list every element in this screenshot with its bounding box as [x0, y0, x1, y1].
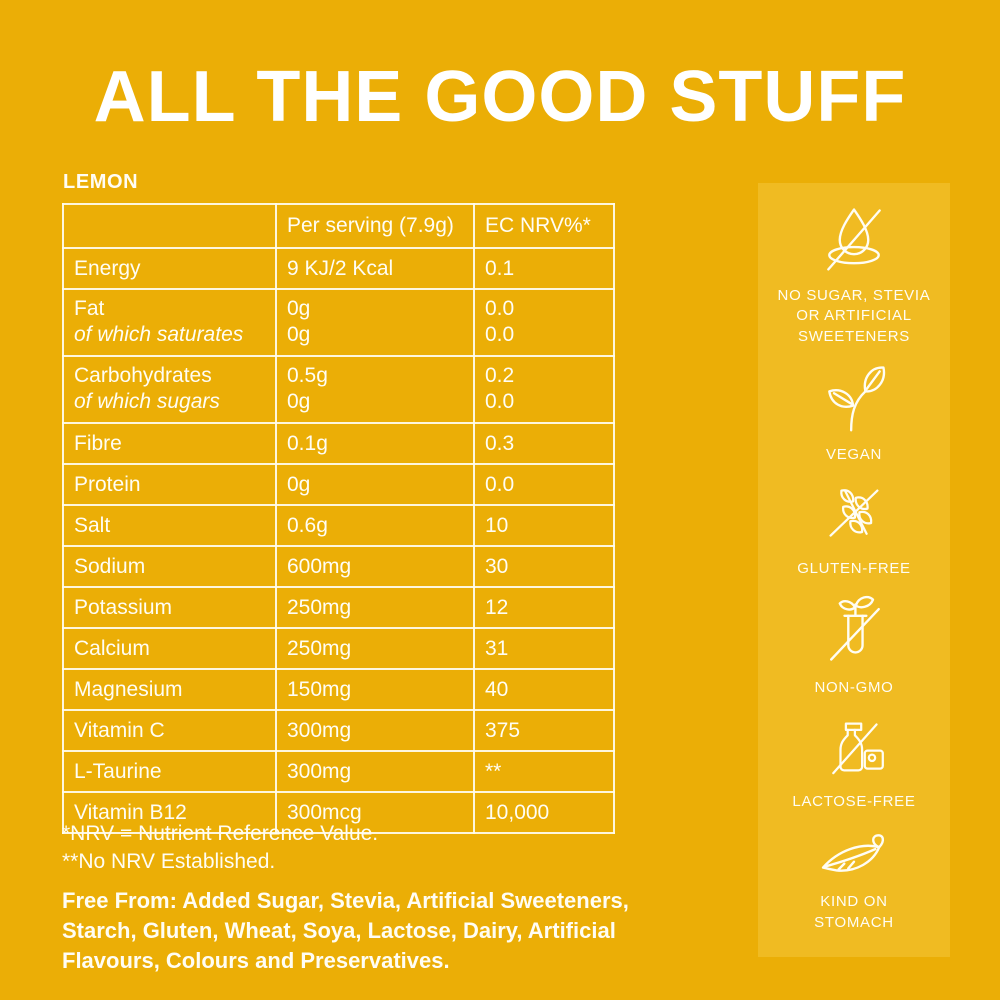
- nutrient-nrv: 0.0 0.0: [473, 288, 615, 357]
- nutrient-name-sub: of which sugars: [74, 390, 220, 413]
- gluten-free-icon: [829, 489, 879, 538]
- table-row: L-Taurine 300mg **: [62, 750, 615, 793]
- header-blank: [62, 203, 277, 249]
- nutrient-name: Magnesium: [62, 668, 277, 711]
- non-gmo-icon: [830, 595, 880, 661]
- nutrient-nrv: 0.0: [473, 463, 615, 506]
- nutrient-nrv: 30: [473, 545, 615, 588]
- nutrient-name: Protein: [62, 463, 277, 506]
- nutrient-serving: 250mg: [275, 627, 475, 670]
- nutrient-name: Fat of which saturates: [62, 288, 277, 357]
- nutrient-name-main: Fat: [74, 297, 105, 320]
- flavor-label: LEMON: [63, 171, 139, 193]
- nutrient-name-main: Carbohydrates: [74, 364, 212, 387]
- page-title: ALL THE GOOD STUFF: [93, 57, 907, 137]
- nutrient-name: Carbohydrates of which sugars: [62, 355, 277, 424]
- free-from-statement: Free From: Added Sugar, Stevia, Artifici…: [62, 886, 722, 976]
- badge-label: NON-GMO: [814, 678, 894, 696]
- badge-label: VEGAN: [825, 445, 882, 463]
- table-row: Protein 0g 0.0: [62, 463, 615, 506]
- free-from-line: Starch, Gluten, Wheat, Soya, Lactose, Da…: [62, 918, 616, 943]
- table-row: Vitamin C 300mg 375: [62, 709, 615, 752]
- table-row: Sodium 600mg 30: [62, 545, 615, 588]
- nutrient-name: Salt: [62, 504, 277, 547]
- table-row: Fibre 0.1g 0.3: [62, 422, 615, 465]
- badge-vegan: VEGAN: [772, 360, 936, 465]
- badge-label: KIND ON STOMACH: [814, 893, 894, 931]
- nutrient-serving: 0g 0g: [275, 288, 475, 357]
- nutrient-serving: 0.5g 0g: [275, 355, 475, 424]
- table-row: Fat of which saturates 0g 0g 0.0 0.0: [62, 288, 615, 357]
- footnote-nrv: *NRV = Nutrient Reference Value.: [62, 822, 379, 845]
- nutrient-name: Potassium: [62, 586, 277, 629]
- badge-kind-on-stomach: KIND ON STOMACH: [806, 825, 902, 933]
- nutrient-name: Fibre: [62, 422, 277, 465]
- nutrient-nrv: 10,000: [473, 791, 615, 834]
- vegan-icon: [828, 366, 886, 432]
- nutrient-nrv: **: [473, 750, 615, 793]
- free-from-line: Free From: Added Sugar, Stevia, Artifici…: [62, 888, 629, 913]
- nutrient-nrv: 31: [473, 627, 615, 670]
- nutrient-name: Sodium: [62, 545, 277, 588]
- nutrient-nrv: 12: [473, 586, 615, 629]
- nutrient-name: Energy: [62, 247, 277, 290]
- table-row: Magnesium 150mg 40: [62, 668, 615, 711]
- table-row: Potassium 250mg 12: [62, 586, 615, 629]
- nutrient-nrv: 0.1: [473, 247, 615, 290]
- nutrient-serving: 250mg: [275, 586, 475, 629]
- nutrition-table: Per serving (7.9g) EC NRV%* Energy 9 KJ/…: [62, 203, 615, 834]
- nutrient-serving: 9 KJ/2 Kcal: [275, 247, 475, 290]
- nutrient-serving: 150mg: [275, 668, 475, 711]
- nutrient-serving: 0.1g: [275, 422, 475, 465]
- badge-non-gmo: NON-GMO: [772, 593, 936, 698]
- table-row: Calcium 250mg 31: [62, 627, 615, 670]
- nutrient-name-sub: of which saturates: [74, 323, 244, 346]
- nutrient-serving: 0.6g: [275, 504, 475, 547]
- lactose-free-icon: [832, 722, 884, 775]
- table-row: Carbohydrates of which sugars 0.5g 0g 0.2 0…: [62, 355, 615, 424]
- header-ec-nrv: EC NRV%*: [473, 203, 615, 249]
- badge-label: NO SUGAR, STEVIA OR ARTIFICIAL SWEETENER…: [777, 287, 931, 345]
- nutrient-name: L-Taurine: [62, 750, 277, 793]
- nutrient-name: Vitamin C: [62, 709, 277, 752]
- nutrient-nrv: 0.2 0.0: [473, 355, 615, 424]
- claims-badge-panel: NO SUGAR, STEVIA OR ARTIFICIAL SWEETENER…: [758, 183, 950, 957]
- table-row: Salt 0.6g 10: [62, 504, 615, 547]
- badge-lactose-free: LACTOSE-FREE: [772, 711, 936, 812]
- table-row: Vitamin B12 300mcg 10,000: [62, 791, 615, 834]
- nutrient-serving: 300mg: [275, 750, 475, 793]
- footnote-no-nrv: **No NRV Established.: [62, 850, 276, 873]
- nutrient-name: Vitamin B12: [62, 791, 277, 834]
- nutrient-name: Calcium: [62, 627, 277, 670]
- nutrient-serving: 300mcg: [275, 791, 475, 834]
- nutrient-nrv: 40: [473, 668, 615, 711]
- nutrient-serving: 300mg: [275, 709, 475, 752]
- nutrient-nrv: 0.3: [473, 422, 615, 465]
- badge-no-sweeteners: NO SUGAR, STEVIA OR ARTIFICIAL SWEETENER…: [772, 201, 936, 347]
- badge-gluten-free: GLUTEN-FREE: [772, 478, 936, 579]
- table-header-row: Per serving (7.9g) EC NRV%*: [62, 203, 615, 249]
- feather-icon: [821, 834, 885, 873]
- no-sweeteners-icon: [827, 208, 881, 271]
- footnotes: *NRV = Nutrient Reference Value. **No NR…: [62, 820, 378, 876]
- badge-label: LACTOSE-FREE: [792, 793, 916, 811]
- nutrient-serving: 600mg: [275, 545, 475, 588]
- badge-label: GLUTEN-FREE: [797, 560, 911, 578]
- header-per-serving: Per serving (7.9g): [275, 203, 475, 249]
- free-from-line: Flavours, Colours and Preservatives.: [62, 948, 450, 973]
- nutrient-nrv: 10: [473, 504, 615, 547]
- nutrient-serving: 0g: [275, 463, 475, 506]
- nutrient-nrv: 375: [473, 709, 615, 752]
- table-row: Energy 9 KJ/2 Kcal 0.1: [62, 247, 615, 290]
